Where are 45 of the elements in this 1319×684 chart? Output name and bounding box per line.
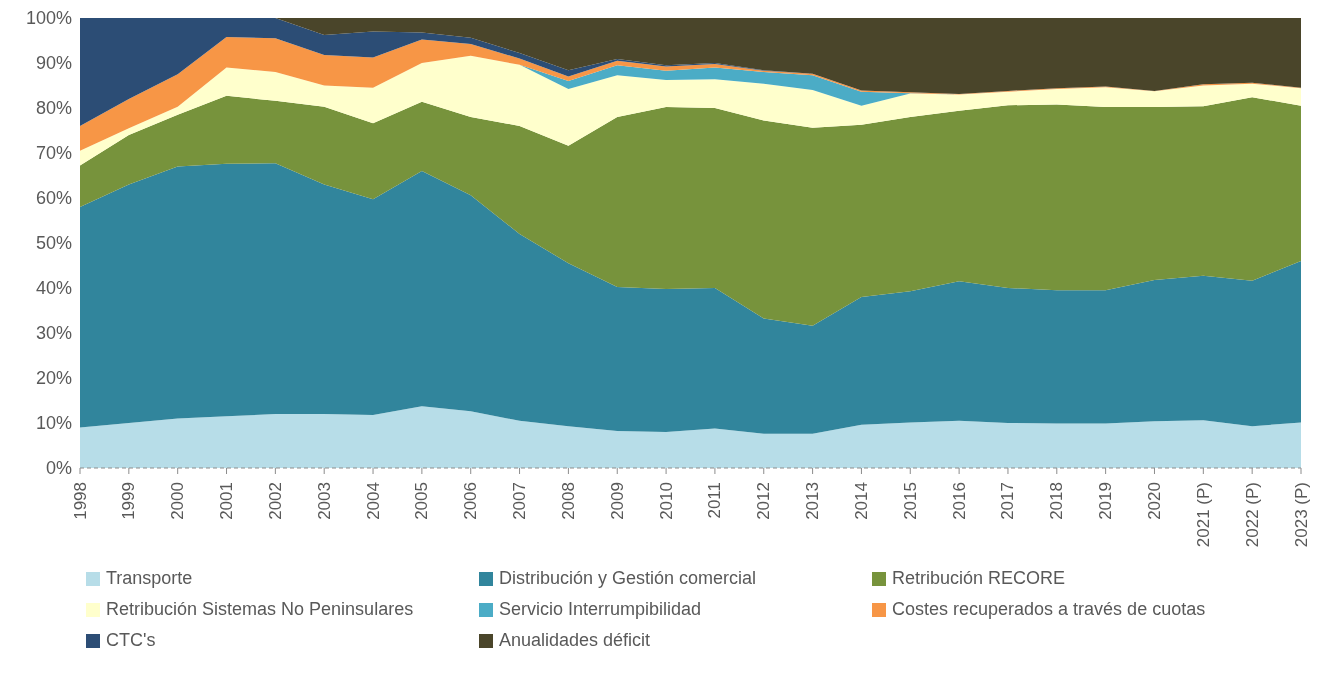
y-tick-label: 70% — [35, 143, 72, 164]
x-tick-label: 2012 — [754, 482, 774, 520]
legend-label: Distribución y Gestión comercial — [499, 568, 757, 589]
y-tick-label: 10% — [35, 413, 72, 434]
x-tick-label: 2017 — [998, 482, 1018, 520]
x-tick-label: 1998 — [70, 482, 90, 520]
x-tick-label: 2010 — [656, 482, 676, 520]
x-tick-label: 2002 — [265, 482, 285, 520]
y-tick-label: 60% — [35, 188, 72, 209]
y-tick-label: 90% — [35, 53, 72, 74]
legend-label: Anualidades déficit — [499, 630, 651, 651]
x-tick-label: 2019 — [1096, 482, 1116, 520]
x-tick-label: 2000 — [168, 482, 188, 520]
legend-label: Servicio Interrumpibilidad — [499, 599, 702, 620]
x-tick-label: 2003 — [314, 482, 334, 520]
y-tick-label: 30% — [35, 323, 72, 344]
legend-label: CTC's — [106, 630, 156, 651]
legend-label: Retribución Sistemas No Peninsulares — [106, 599, 414, 620]
y-tick-label: 0% — [45, 458, 72, 479]
x-tick-label: 2023 (P) — [1291, 482, 1311, 548]
x-tick-label: 2015 — [900, 482, 920, 520]
x-tick-label: 2014 — [851, 482, 871, 520]
x-tick-label: 2008 — [558, 482, 578, 520]
x-tick-label: 1999 — [119, 482, 139, 520]
x-tick-label: 2011 — [705, 482, 725, 519]
legend-label: Transporte — [106, 568, 193, 589]
y-tick-label: 100% — [25, 8, 72, 29]
x-tick-label: 2021 (P) — [1193, 482, 1213, 548]
x-tick-label: 2005 — [412, 482, 432, 520]
y-tick-label: 20% — [35, 368, 72, 389]
x-tick-label: 2007 — [510, 482, 530, 520]
x-tick-label: 2020 — [1144, 482, 1164, 520]
x-tick-label: 2013 — [803, 482, 823, 520]
x-tick-label: 2004 — [363, 482, 383, 520]
x-tick-label: 2009 — [607, 482, 627, 520]
y-tick-label: 80% — [35, 98, 72, 119]
x-tick-label: 2006 — [461, 482, 481, 520]
x-tick-label: 2018 — [1047, 482, 1067, 520]
legend-label: Costes recuperados a través de cuotas — [892, 599, 1206, 620]
y-tick-label: 40% — [35, 278, 72, 299]
x-tick-label: 2016 — [949, 482, 969, 520]
x-tick-label: 2022 (P) — [1242, 482, 1262, 548]
legend-label: Retribución RECORE — [892, 568, 1066, 589]
y-tick-label: 50% — [35, 233, 72, 254]
x-tick-label: 2001 — [217, 482, 237, 520]
